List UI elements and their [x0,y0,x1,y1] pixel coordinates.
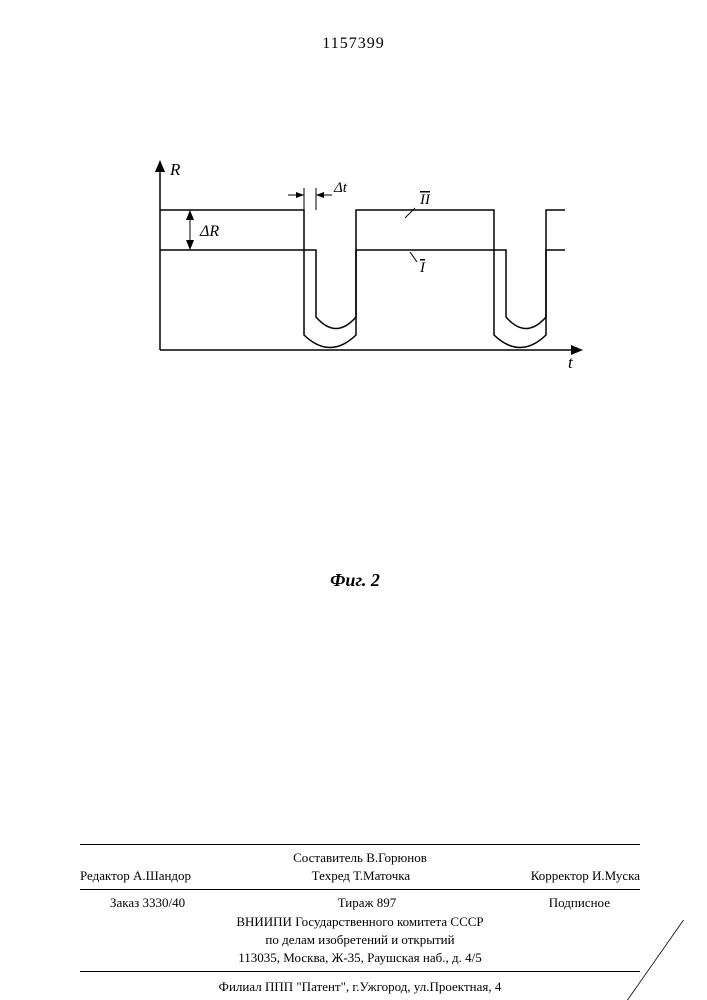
delta-t-arrowhead-r [316,192,324,198]
divider [80,971,640,972]
page: 1157399 ΔR Δt [0,0,707,1000]
figure-2: ΔR Δt II I R t Фиг. 2 [120,160,590,440]
figure-caption: Фиг. 2 [120,570,590,591]
editor: Редактор А.Шандор [80,867,191,885]
corrector: Корректор И.Муска [531,867,640,885]
delta-t-label: Δt [333,180,348,196]
chart-svg: ΔR Δt II I R t [120,160,590,390]
x-axis-label: t [568,353,574,372]
address1: 113035, Москва, Ж-35, Раушская наб., д. … [80,949,640,967]
divider [80,844,640,845]
org-line1: ВНИИПИ Государственного комитета СССР [80,913,640,931]
curve-lower-label: I [419,260,426,276]
order-line: Заказ 3330/40 Тираж 897 Подписное [80,894,640,912]
compiler-line: Составитель В.Горюнов [80,849,640,867]
delta-r-label: ΔR [199,223,219,240]
y-axis-label: R [169,160,181,179]
org-line2: по делам изобретений и открытий [80,931,640,949]
editors-line: Редактор А.Шандор Техред Т.Маточка Корре… [80,867,640,885]
imprint-block: Составитель В.Горюнов Редактор А.Шандор … [80,840,640,996]
curve-upper [160,210,565,348]
label-i-leader [410,252,417,262]
curve-upper-label: II [419,192,431,208]
tech-editor: Техред Т.Маточка [312,867,411,885]
subscription: Подписное [549,894,610,912]
y-axis-arrow [155,160,165,172]
delta-r-arrow-up [186,210,194,220]
curve-lower [160,250,565,329]
divider [80,889,640,890]
document-number: 1157399 [0,35,707,53]
order-number: Заказ 3330/40 [110,894,185,912]
delta-r-arrow-down [186,240,194,250]
delta-t-arrowhead-l [296,192,304,198]
circulation: Тираж 897 [338,894,397,912]
x-axis-arrow [571,345,583,355]
address2: Филиал ППП "Патент", г.Ужгород, ул.Проек… [80,978,640,996]
